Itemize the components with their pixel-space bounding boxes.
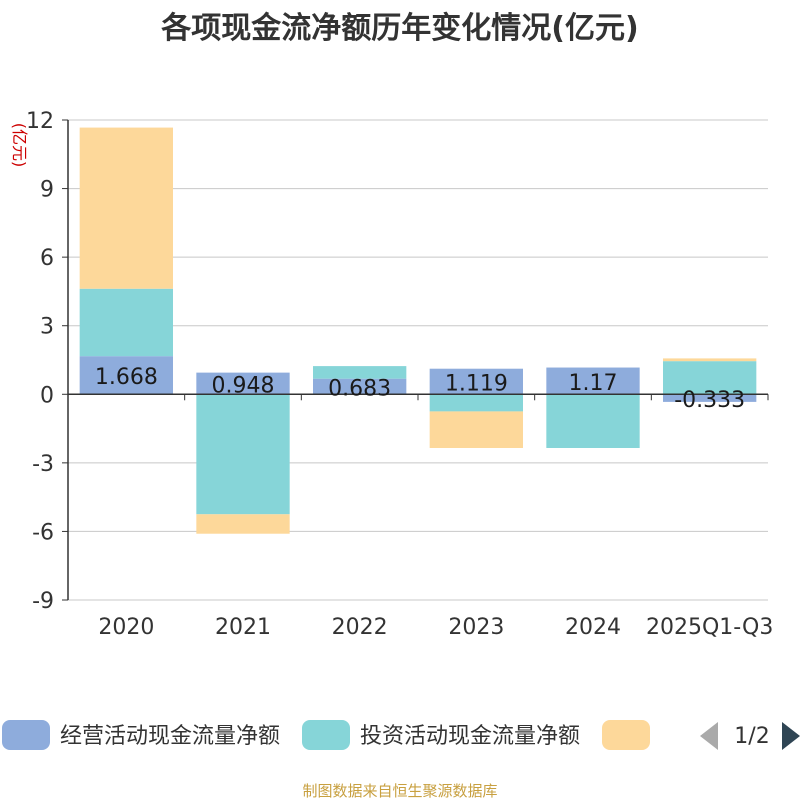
bar-s0-2021[interactable]	[196, 372, 290, 395]
bar-s1-2021[interactable]	[196, 394, 290, 515]
bar-s0-2020[interactable]	[79, 356, 173, 395]
legend-page-indicator: 1/2	[734, 724, 769, 749]
chart-title: 各项现金流净额历年变化情况(亿元)	[160, 11, 638, 46]
legend-swatch[interactable]	[2, 720, 50, 750]
bar-s1-2024[interactable]	[546, 394, 640, 448]
y-tick-label: 0	[40, 383, 54, 408]
legend: 经营活动现金流量净额 投资活动现金流量净额 1/2	[2, 720, 800, 750]
data-label: 1.119	[445, 371, 508, 396]
next-page-icon[interactable]	[782, 722, 800, 750]
x-tick-label: 2020	[98, 615, 154, 640]
bar-s0-2023[interactable]	[429, 368, 523, 395]
data-label: -0.333	[674, 388, 745, 413]
legend-swatch[interactable]	[602, 720, 650, 750]
x-tick-label: 2021	[215, 615, 271, 640]
bar-s2-2025Q1-Q3[interactable]	[663, 358, 757, 362]
y-tick-label: -9	[32, 589, 54, 614]
x-tick-label: 2024	[565, 615, 621, 640]
bar-s2-2021[interactable]	[196, 514, 290, 534]
source-note: 制图数据来自恒生聚源数据库	[302, 782, 497, 800]
x-tick-label: 2025Q1-Q3	[646, 615, 773, 640]
data-label: 0.948	[212, 373, 275, 398]
data-label: 0.683	[328, 376, 391, 401]
bar-s1-2022[interactable]	[313, 366, 407, 379]
data-label: 1.17	[569, 371, 618, 396]
bar-s0-2022[interactable]	[313, 378, 407, 395]
x-tick-label: 2022	[332, 615, 388, 640]
legend-label[interactable]: 投资活动现金流量净额	[360, 724, 580, 749]
y-tick-label: 12	[26, 109, 54, 134]
bar-s2-2023[interactable]	[429, 411, 523, 448]
axes: 12 9 6 3 0 -3 -6 -9 2020 2021 2022 2023 2024 2025Q1-Q…	[26, 109, 773, 640]
bar-s0-2025Q1-Q3[interactable]	[663, 394, 757, 402]
bars	[79, 127, 757, 534]
bar-s1-2020[interactable]	[79, 288, 173, 357]
y-tick-label: 3	[40, 315, 54, 340]
y-tick-label: -6	[32, 520, 54, 545]
bar-s0-2024[interactable]	[546, 367, 640, 395]
legend-swatch[interactable]	[302, 720, 350, 750]
data-labels: 1.668 0.948 0.683 1.119 1.17 -0.333	[95, 365, 745, 413]
data-label: 1.668	[95, 365, 158, 390]
y-tick-label: -3	[32, 452, 54, 477]
bar-s2-2020[interactable]	[79, 127, 173, 289]
x-tick-label: 2023	[448, 615, 504, 640]
legend-label[interactable]: 经营活动现金流量净额	[60, 724, 280, 749]
prev-page-icon[interactable]	[700, 722, 718, 750]
y-tick-label: 9	[40, 178, 54, 203]
y-tick-label: 6	[40, 246, 54, 271]
bar-s1-2023[interactable]	[429, 394, 523, 412]
y-axis-title: (亿元)	[10, 123, 29, 168]
bar-s1-2025Q1-Q3[interactable]	[663, 361, 757, 395]
